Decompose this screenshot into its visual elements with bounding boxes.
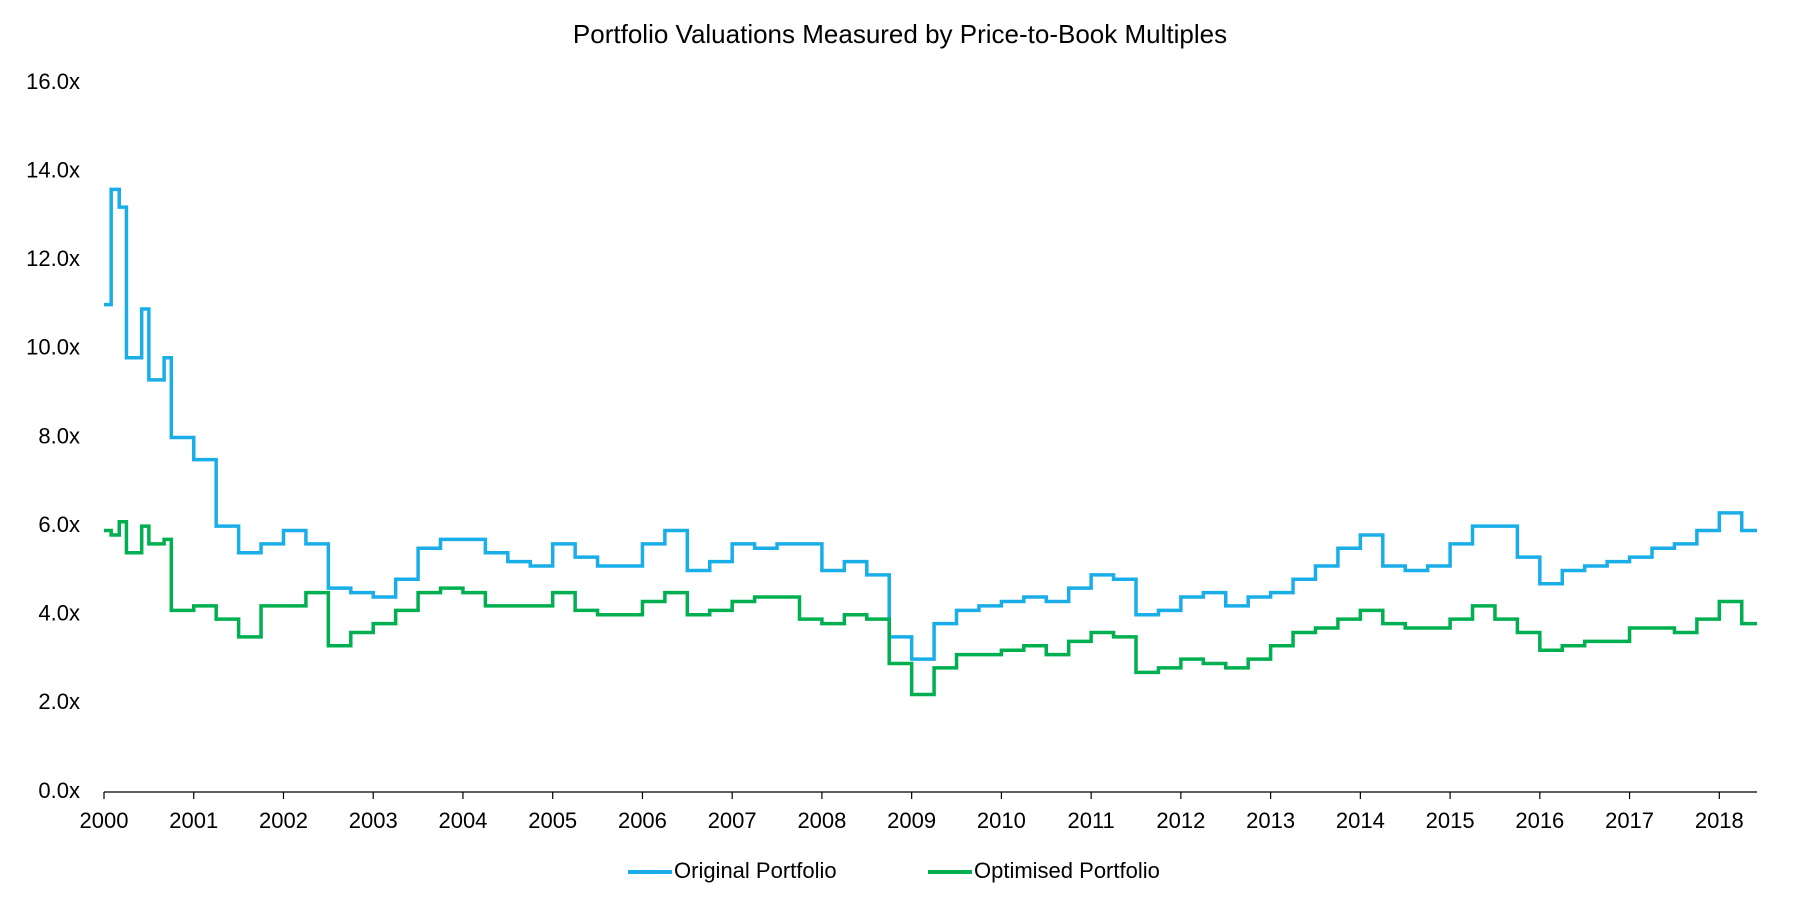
x-tick-label: 2008 xyxy=(797,808,846,833)
y-tick-label: 8.0x xyxy=(38,423,80,448)
x-tick-label: 2015 xyxy=(1426,808,1475,833)
legend-label: Original Portfolio xyxy=(674,858,837,883)
x-tick-label: 2007 xyxy=(708,808,757,833)
x-tick-label: 2001 xyxy=(169,808,218,833)
x-tick-label: 2000 xyxy=(80,808,129,833)
x-tick-label: 2012 xyxy=(1156,808,1205,833)
x-tick-label: 2009 xyxy=(887,808,936,833)
y-tick-label: 10.0x xyxy=(26,335,80,360)
x-tick-label: 2014 xyxy=(1336,808,1385,833)
legend-label: Optimised Portfolio xyxy=(974,858,1160,883)
x-tick-label: 2005 xyxy=(528,808,577,833)
y-tick-label: 16.0x xyxy=(26,69,80,94)
y-tick-label: 2.0x xyxy=(38,689,80,714)
x-tick-label: 2010 xyxy=(977,808,1026,833)
y-tick-label: 6.0x xyxy=(38,512,80,537)
y-tick-label: 14.0x xyxy=(26,157,80,182)
x-tick-label: 2016 xyxy=(1515,808,1564,833)
x-tick-label: 2004 xyxy=(438,808,487,833)
x-tick-label: 2002 xyxy=(259,808,308,833)
series-line xyxy=(104,519,1757,697)
x-tick-label: 2003 xyxy=(349,808,398,833)
y-tick-label: 0.0x xyxy=(38,778,80,803)
series-line xyxy=(104,187,1757,661)
x-tick-label: 2017 xyxy=(1605,808,1654,833)
x-tick-label: 2011 xyxy=(1067,808,1114,833)
y-tick-label: 4.0x xyxy=(38,601,80,626)
x-tick-label: 2013 xyxy=(1246,808,1295,833)
chart-title: Portfolio Valuations Measured by Price-t… xyxy=(573,19,1227,49)
x-tick-label: 2006 xyxy=(618,808,667,833)
y-tick-label: 12.0x xyxy=(26,246,80,271)
x-tick-label: 2018 xyxy=(1695,808,1744,833)
